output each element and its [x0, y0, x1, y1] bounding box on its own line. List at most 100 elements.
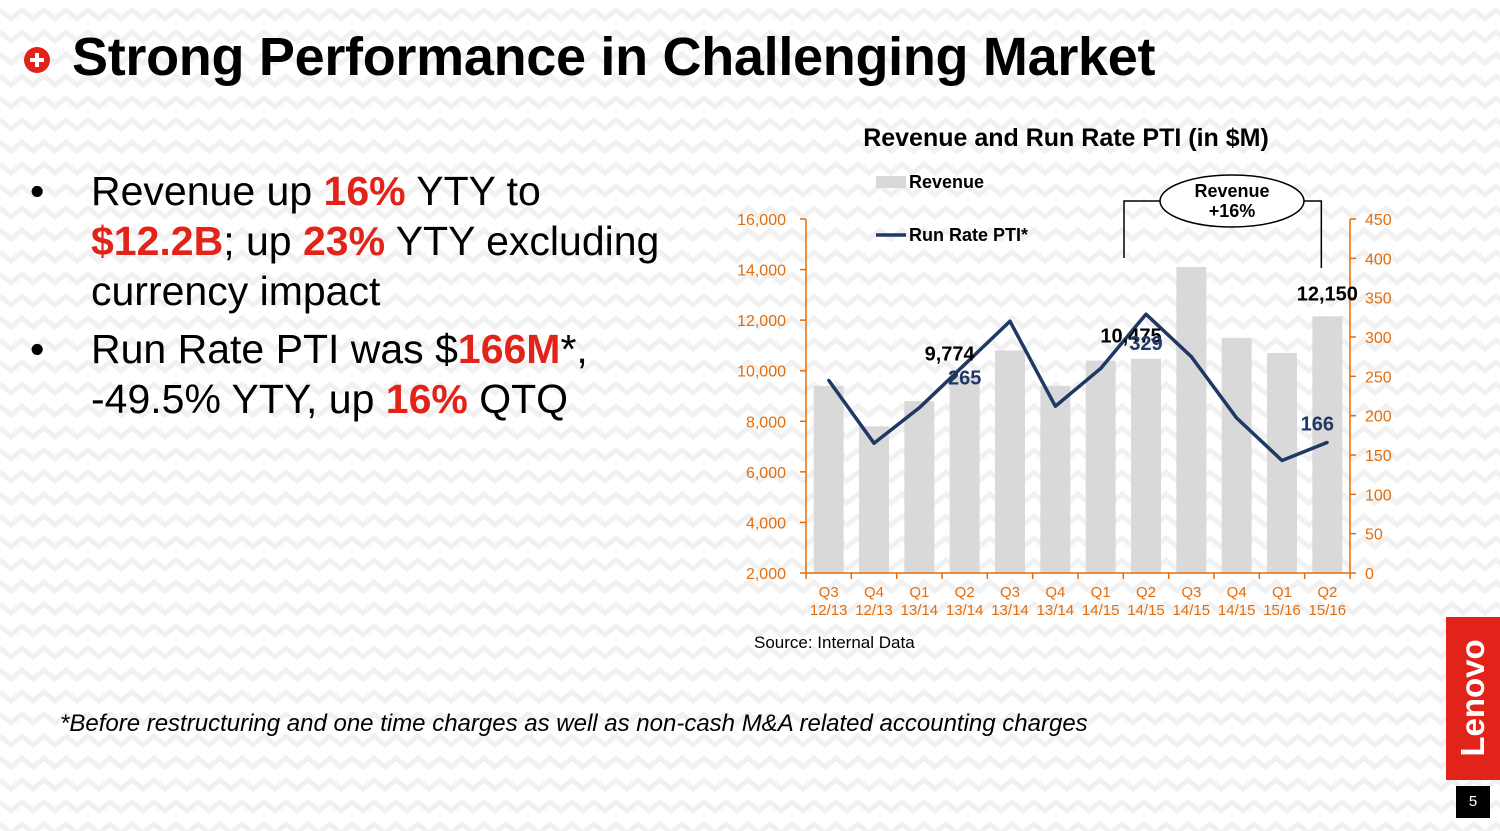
category-label: 12/13 [855, 602, 893, 619]
growth-callout-bubble [1159, 174, 1305, 228]
run-rate-pti-point [1235, 416, 1239, 420]
pattern-line [0, 754, 1500, 771]
run-rate-pti-point [1325, 440, 1329, 444]
pattern-line [0, 138, 1500, 155]
pattern-line [0, 688, 1500, 705]
pattern-line [0, 50, 1500, 67]
line-value-label: 166 [1301, 413, 1334, 435]
pattern-line [0, 578, 1500, 595]
bullet-highlight: 16% [323, 168, 406, 214]
category-label: 13/14 [946, 602, 984, 619]
bullet-text: YTY excluding currency impact [91, 218, 660, 314]
left-tick-label: 12,000 [737, 313, 786, 330]
bullet-symbol: • [30, 326, 45, 372]
category-label: 13/14 [991, 602, 1029, 619]
bar-value-label: 9,774 [925, 343, 976, 365]
bullet-symbol: • [30, 168, 45, 214]
pattern-line [0, 248, 1500, 265]
left-tick-label: 16,000 [737, 212, 786, 229]
pattern-line [0, 94, 1500, 111]
category-label: 14/15 [1082, 602, 1120, 619]
bullet-text: *, -49.5% YTY, up [91, 326, 588, 422]
growth-callout-value: +16% [1209, 201, 1256, 221]
run-rate-pti-point [872, 441, 876, 445]
category-label: 14/15 [1127, 602, 1165, 619]
run-rate-pti-point [963, 363, 967, 367]
right-tick-label: 0 [1365, 566, 1374, 583]
legend-label-revenue: Revenue [909, 172, 984, 192]
revenue-bar [859, 426, 889, 573]
chart-title: Revenue and Run Rate PTI (in $M) [863, 124, 1269, 152]
category-label: Q4 [864, 584, 884, 601]
pattern-line [0, 336, 1500, 353]
category-label: 13/14 [901, 602, 939, 619]
pattern-line [0, 358, 1500, 375]
pattern-line [0, 468, 1500, 485]
revenue-bar [1131, 358, 1161, 573]
revenue-bar [904, 401, 935, 573]
category-label: 12/13 [810, 602, 848, 619]
right-tick-label: 100 [1365, 487, 1392, 504]
run-rate-pti-point [1053, 404, 1057, 408]
bullet-text: Revenue up [91, 168, 324, 214]
pattern-line [0, 116, 1500, 133]
pattern-line [0, 160, 1500, 177]
growth-callout-label: Revenue [1194, 181, 1269, 201]
left-tick-label: 8,000 [746, 414, 786, 431]
pattern-line [0, 490, 1500, 507]
category-label: Q3 [1000, 584, 1020, 601]
revenue-bar [1312, 316, 1343, 573]
bar-value-label: 10,475 [1100, 326, 1161, 348]
legend-label-pti: Run Rate PTI* [909, 225, 1028, 245]
chart-source: Source: Internal Data [754, 633, 915, 652]
revenue-bar [1176, 267, 1207, 573]
pattern-line [0, 556, 1500, 573]
category-label: Q4 [1045, 584, 1065, 601]
pattern-line [0, 380, 1500, 397]
footnote: *Before restructuring and one time charg… [60, 710, 1088, 737]
bullet-item: • Run Rate PTI was $166M*, -49.5% YTY, up… [30, 324, 690, 424]
pattern-line [0, 732, 1500, 749]
revenue-bar [995, 350, 1025, 573]
left-tick-label: 2,000 [746, 566, 786, 583]
category-label: 13/14 [1037, 602, 1075, 619]
revenue-bar [1085, 360, 1116, 573]
category-label: Q3 [819, 584, 839, 601]
run-rate-pti-point [917, 406, 921, 410]
run-rate-pti-point [1189, 355, 1193, 359]
right-tick-label: 250 [1365, 369, 1392, 386]
run-rate-pti-point [1099, 366, 1103, 370]
right-tick-label: 200 [1365, 409, 1392, 426]
pattern-line [0, 644, 1500, 661]
pattern-line [0, 72, 1500, 89]
brand-logo [1446, 617, 1500, 780]
legend-swatch-revenue [876, 176, 906, 188]
pattern-line [0, 512, 1500, 529]
left-tick-label: 4,000 [746, 515, 786, 532]
pattern-line [0, 270, 1500, 287]
bullet-highlight: $12.2B [91, 218, 224, 264]
bullet-text: QTQ [467, 376, 569, 422]
category-label: 15/16 [1309, 602, 1347, 619]
bullet-highlight: 166M [457, 326, 561, 372]
category-label: 14/15 [1218, 602, 1256, 619]
right-tick-label: 400 [1365, 251, 1392, 268]
pattern-line [0, 6, 1500, 23]
category-label: Q4 [1227, 584, 1247, 601]
page-number: 5 [1456, 786, 1490, 818]
right-tick-label: 150 [1365, 448, 1392, 465]
page-title: Strong Performance in Challenging Market [72, 27, 1156, 87]
revenue-bar [1267, 353, 1297, 573]
brand-logo-text: Lenovo [1454, 639, 1491, 757]
bullet-item: • Revenue up 16% YTY to $12.2B; up 23% YT… [30, 166, 690, 316]
bullet-text: Run Rate PTI was $ [91, 326, 458, 372]
pattern-line [0, 446, 1500, 463]
plus-circle-icon [24, 47, 50, 73]
run-rate-pti-point [827, 378, 831, 382]
category-label: 14/15 [1173, 602, 1211, 619]
category-label: 15/16 [1263, 602, 1301, 619]
category-label: Q1 [909, 584, 929, 601]
line-value-label: 329 [1129, 333, 1162, 355]
